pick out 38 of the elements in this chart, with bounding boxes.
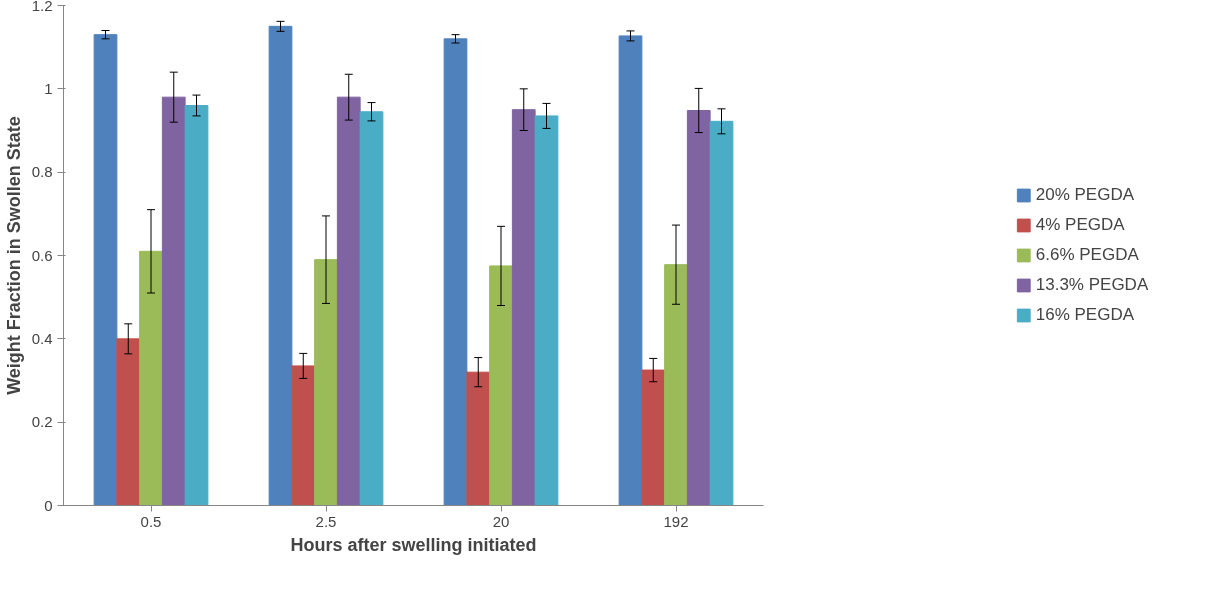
bar — [534, 115, 559, 506]
bar — [336, 96, 361, 506]
legend-label: 13.3% PEGDA — [1035, 275, 1149, 295]
x-tick-label: 20 — [492, 512, 510, 530]
x-tick-label: 192 — [663, 512, 689, 530]
bar — [511, 109, 536, 506]
legend-label: 4% PEGDA — [1035, 215, 1125, 235]
bar — [116, 338, 141, 506]
bar — [314, 259, 338, 506]
x-axis-title: Hours after swelling initiated — [290, 534, 537, 555]
bar — [709, 120, 734, 506]
bar — [489, 265, 513, 506]
y-tick-label: 0 — [44, 496, 53, 514]
y-tick-label: 1.2 — [31, 0, 53, 14]
bar — [686, 110, 711, 506]
bar — [291, 365, 316, 506]
legend-label: 6.6% PEGDA — [1035, 245, 1139, 265]
y-tick-label: 0.8 — [31, 163, 53, 181]
bar — [359, 111, 384, 506]
legend-label: 20% PEGDA — [1035, 185, 1135, 205]
bar — [641, 369, 666, 506]
bar — [93, 34, 118, 506]
legend-label: 16% PEGDA — [1035, 305, 1135, 325]
x-tick-label: 2.5 — [315, 512, 337, 530]
bar — [139, 250, 163, 506]
bar — [443, 38, 468, 506]
bar — [184, 105, 209, 506]
y-tick-label: 0.4 — [31, 329, 53, 347]
bar — [618, 35, 643, 506]
x-tick-label: 0.5 — [140, 512, 162, 530]
bar — [161, 96, 186, 506]
y-tick-label: 0.2 — [31, 413, 53, 431]
y-tick-label: 1 — [44, 79, 53, 97]
bar — [664, 264, 688, 506]
bar — [268, 25, 293, 506]
y-axis-title: Weight Fraction in Swollen State — [3, 116, 24, 395]
y-tick-label: 0.6 — [31, 246, 53, 264]
bar — [466, 371, 491, 506]
